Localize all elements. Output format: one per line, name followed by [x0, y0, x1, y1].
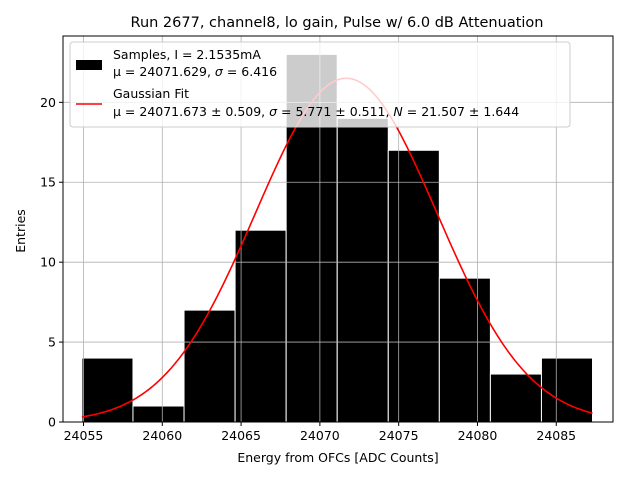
x-tick-label: 24055 — [64, 428, 104, 443]
y-tick-label: 15 — [40, 175, 56, 190]
x-tick-label: 24075 — [379, 428, 419, 443]
legend: Samples, I = 2.1535mA μ = 24071.629, σ =… — [69, 41, 571, 128]
x-tick-label: 24070 — [300, 428, 340, 443]
histogram-bar — [387, 149, 440, 423]
y-tick-label: 10 — [40, 255, 56, 270]
x-axis-label: Energy from OFCs [ADC Counts] — [237, 450, 438, 465]
legend-fit-label: Gaussian Fit — [113, 86, 189, 101]
y-axis-ticks: 0 5 10 15 20 — [40, 95, 63, 430]
histogram-bar — [183, 309, 236, 423]
legend-samples-stats: μ = 24071.629, σ = 6.416 — [113, 64, 277, 79]
legend-samples-label: Samples, I = 2.1535mA — [113, 47, 261, 62]
x-tick-label: 24085 — [536, 428, 576, 443]
axes-frame — [62, 35, 614, 423]
chart-title: Run 2677, channel8, lo gain, Pulse w/ 6.… — [131, 15, 544, 31]
y-tick-label: 0 — [48, 415, 56, 430]
histogram-bar — [540, 357, 594, 423]
histogram-bar — [132, 405, 185, 423]
legend-fit-stats: μ = 24071.673 ± 0.509, σ = 5.771 ± 0.511… — [113, 104, 519, 119]
histogram-bar — [81, 357, 134, 423]
x-axis-ticks: 24055 24060 24065 24070 24075 24080 24085 — [64, 422, 576, 443]
histogram-bar — [234, 229, 287, 423]
histogram-bar — [336, 117, 389, 423]
x-tick-label: 24060 — [142, 428, 182, 443]
legend-samples-patch — [76, 60, 102, 70]
legend-box — [69, 41, 571, 128]
plot-area: 24055 24060 24065 24070 24075 24080 24085 0 5 10… — [40, 35, 614, 443]
histogram-bar — [489, 373, 542, 423]
histogram-bar — [438, 277, 491, 423]
x-tick-label: 24080 — [458, 428, 498, 443]
y-tick-label: 20 — [40, 95, 56, 110]
x-tick-label: 24065 — [221, 428, 261, 443]
y-tick-label: 5 — [48, 335, 56, 350]
y-axis-label: Entries — [13, 209, 28, 253]
